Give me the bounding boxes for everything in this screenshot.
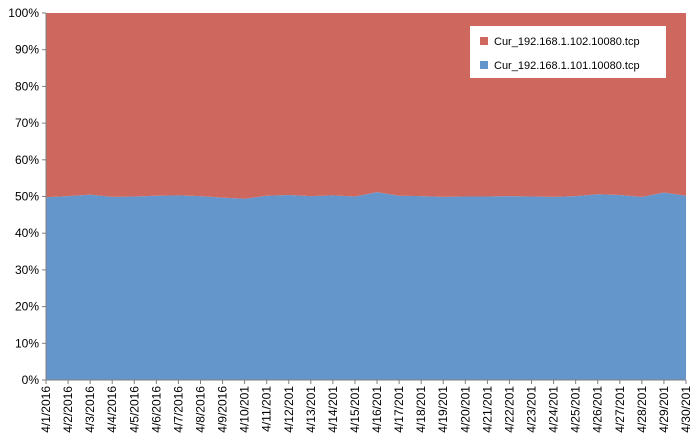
y-tick-label: 60%	[15, 153, 39, 167]
x-tick-label: 4/3/2016	[83, 386, 97, 433]
x-tick-label: 4/1/2016	[39, 386, 53, 433]
x-tick-label: 4/25/201	[569, 386, 583, 433]
legend-label: Cur_192.168.1.101.10080.tcp	[494, 60, 640, 72]
legend-label: Cur_192.168.1.102.10080.tcp	[494, 36, 640, 48]
x-tick-label: 4/30/201	[679, 386, 693, 433]
x-tick-label: 4/15/201	[348, 386, 362, 433]
x-tick-label: 4/7/2016	[171, 386, 185, 433]
x-tick-label: 4/21/201	[480, 386, 494, 433]
x-tick-label: 4/28/201	[635, 386, 649, 433]
y-axis-ticks: 0% 10% 20% 30% 40% 50% 60% 70% 80% 90% 100%	[8, 6, 46, 387]
x-tick-label: 4/23/201	[525, 386, 539, 433]
y-tick-label: 50%	[15, 190, 39, 204]
y-tick-label: 0%	[22, 373, 40, 387]
x-tick-label: 4/26/201	[591, 386, 605, 433]
x-tick-label: 4/13/201	[304, 386, 318, 433]
x-tick-label: 4/5/2016	[127, 386, 141, 433]
x-tick-label: 4/4/2016	[105, 386, 119, 433]
y-tick-label: 30%	[15, 263, 39, 277]
x-tick-label: 4/9/2016	[216, 386, 230, 433]
legend-swatch	[480, 61, 488, 69]
y-tick-label: 10%	[15, 336, 39, 350]
x-tick-label: 4/19/201	[436, 386, 450, 433]
legend-box	[470, 26, 666, 78]
x-tick-label: 4/29/201	[657, 386, 671, 433]
y-tick-label: 80%	[15, 79, 39, 93]
x-tick-label: 4/12/201	[282, 386, 296, 433]
y-tick-label: 90%	[15, 43, 39, 57]
legend: Cur_192.168.1.102.10080.tcp Cur_192.168.1…	[470, 26, 666, 78]
x-tick-label: 4/6/2016	[149, 386, 163, 433]
x-tick-label: 4/8/2016	[193, 386, 207, 433]
x-tick-label: 4/27/201	[613, 386, 627, 433]
x-tick-label: 4/11/201	[260, 386, 274, 432]
x-tick-label: 4/17/201	[392, 386, 406, 433]
y-tick-label: 40%	[15, 226, 39, 240]
x-tick-label: 4/14/201	[326, 386, 340, 433]
x-tick-label: 4/16/201	[370, 386, 384, 433]
y-tick-label: 20%	[15, 300, 39, 314]
y-tick-label: 100%	[8, 6, 39, 20]
y-tick-label: 70%	[15, 116, 39, 130]
x-tick-label: 4/2/2016	[61, 386, 75, 433]
x-axis-ticks: 4/1/2016 4/2/2016 4/3/2016 4/4/2016 4/5/2016…	[39, 380, 693, 433]
x-tick-label: 4/24/201	[547, 386, 561, 433]
legend-swatch	[480, 37, 488, 45]
x-tick-label: 4/22/201	[502, 386, 516, 433]
area-series-1	[46, 192, 686, 380]
x-tick-label: 4/10/201	[238, 386, 252, 433]
x-tick-label: 4/20/201	[458, 386, 472, 433]
x-tick-label: 4/18/201	[414, 386, 428, 433]
